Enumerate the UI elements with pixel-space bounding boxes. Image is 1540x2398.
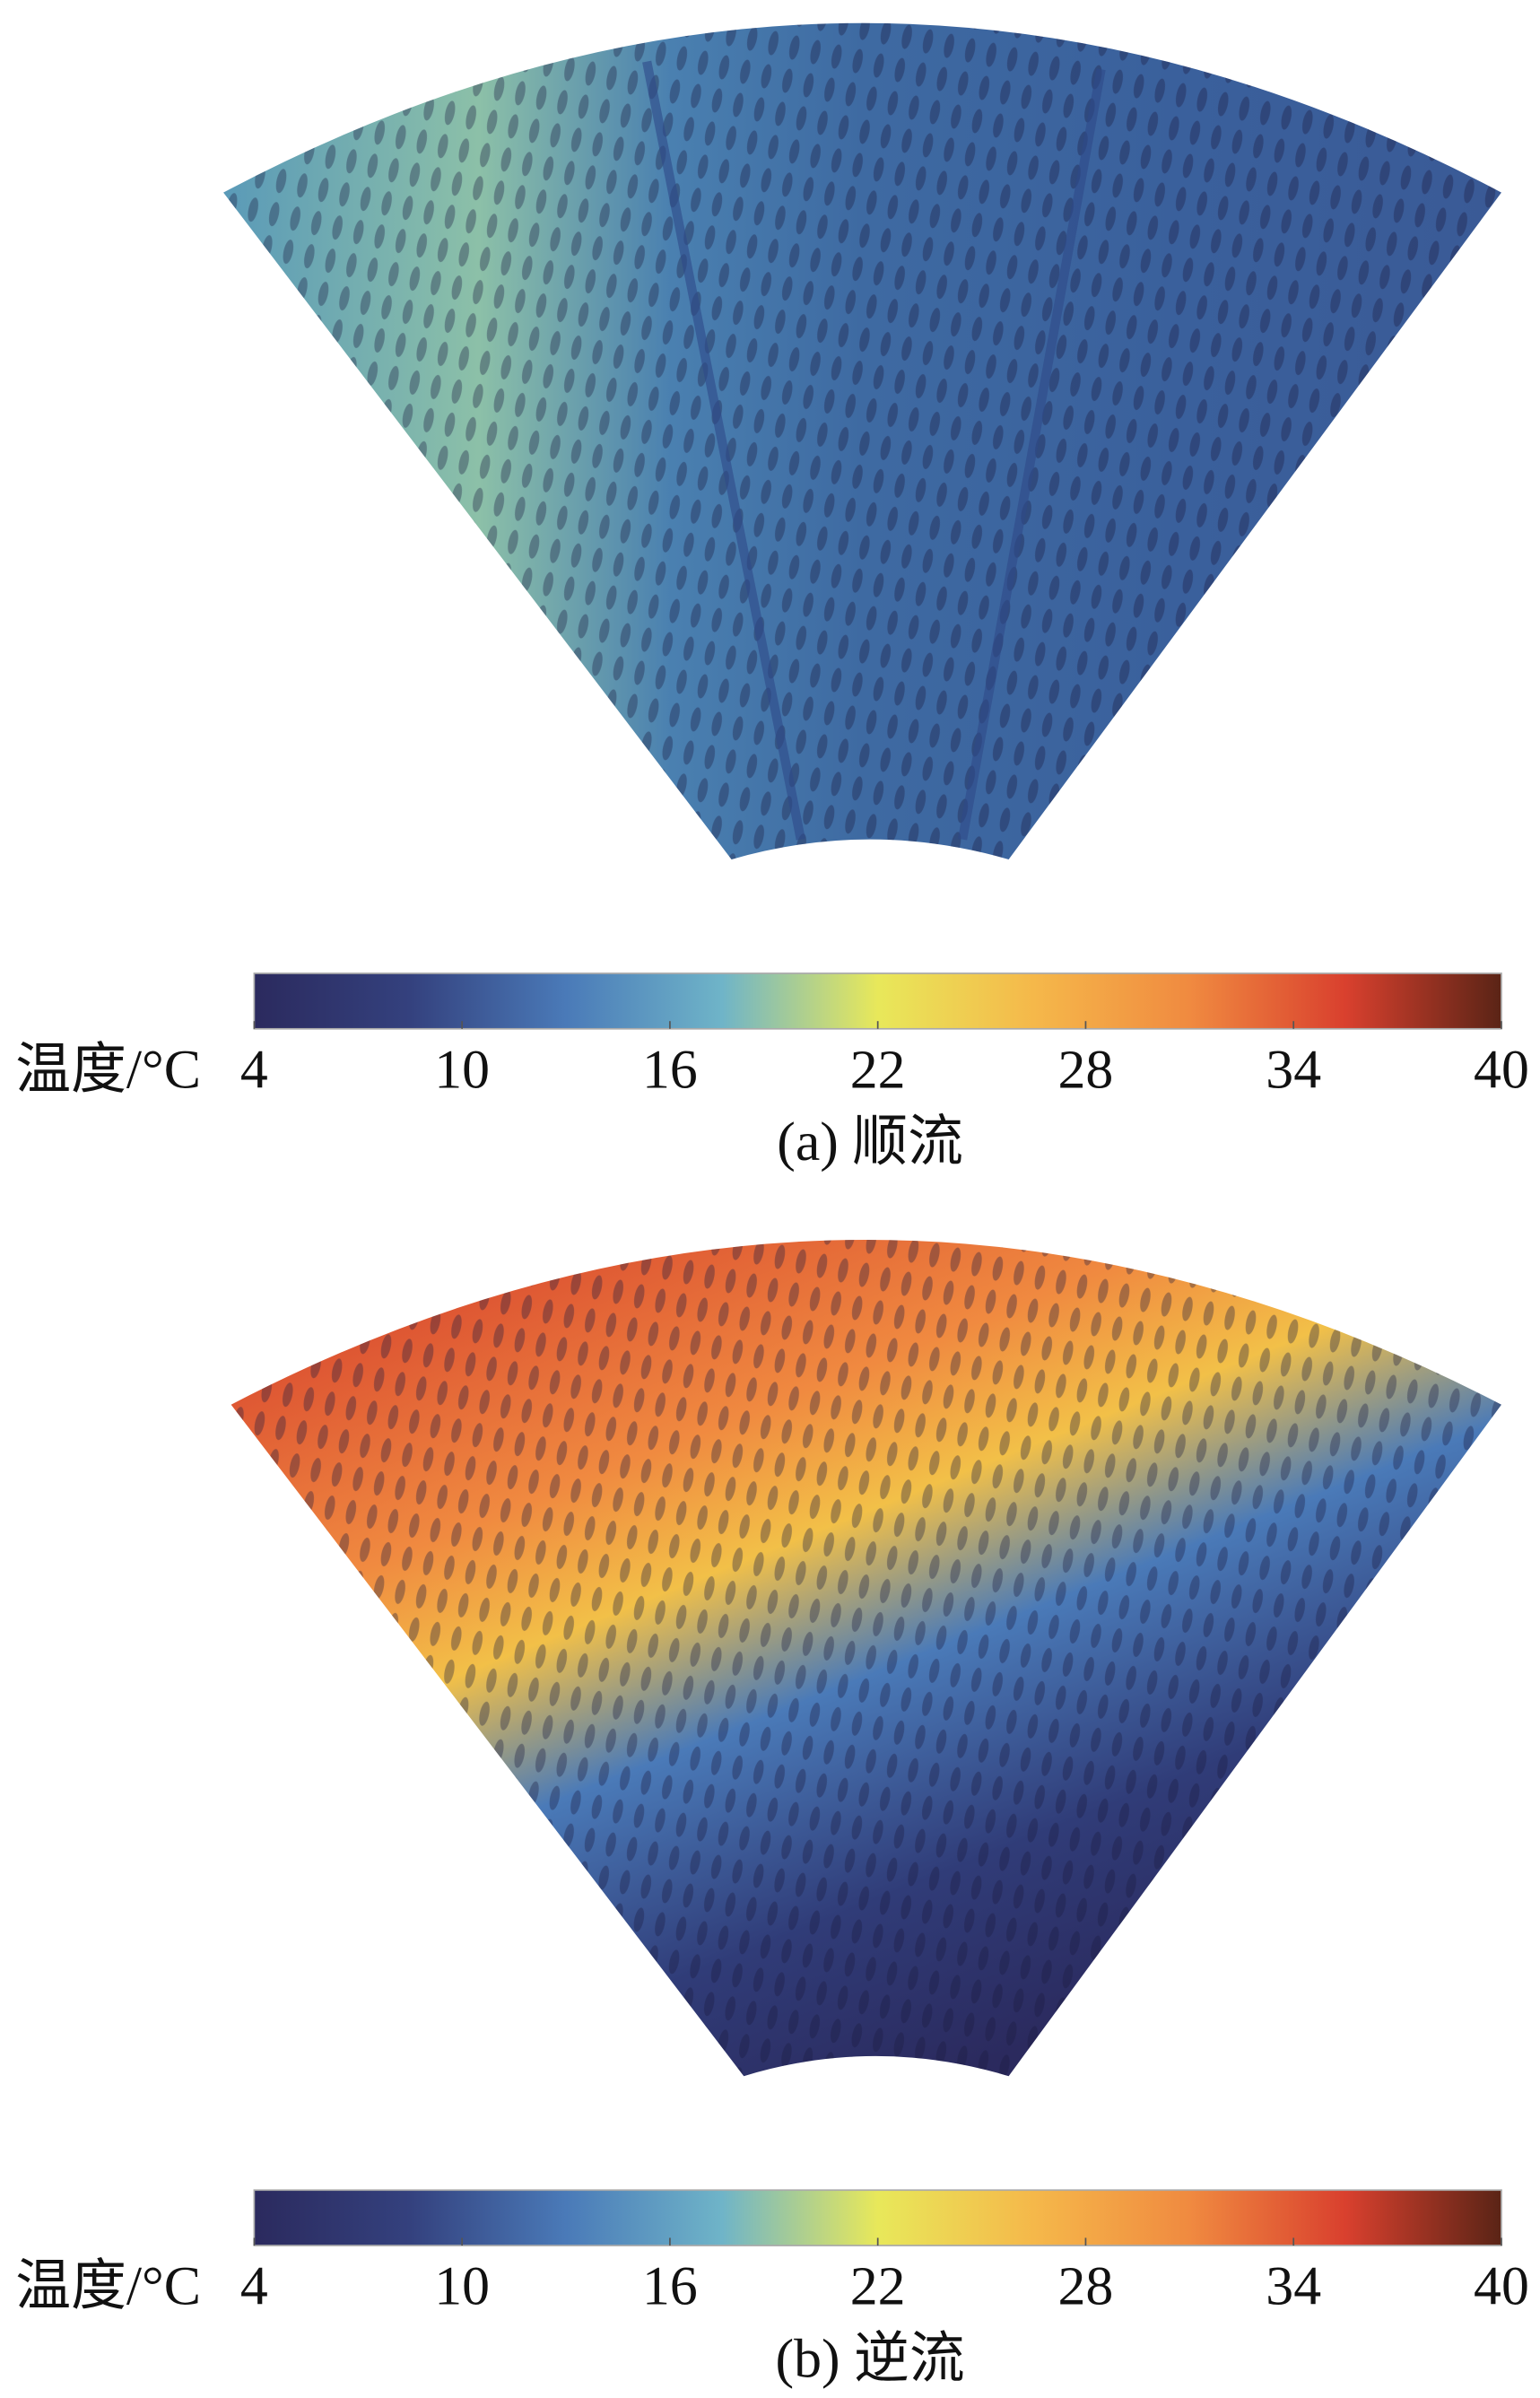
colorbar-tick-label: 40 bbox=[1474, 2256, 1529, 2317]
colorbar-tick-label: 10 bbox=[434, 2256, 490, 2317]
panel-a-field bbox=[223, 22, 1501, 859]
colorbar-tick-label: 16 bbox=[642, 1039, 698, 1100]
colorbar bbox=[253, 2189, 1502, 2246]
colorbar-tick-label: 34 bbox=[1266, 1039, 1321, 1100]
panel-b-field bbox=[231, 1239, 1501, 2077]
panel-caption: (a) 顺流 bbox=[777, 1112, 963, 1173]
colorbar-tick-label: 4 bbox=[240, 1039, 268, 1100]
panel-caption: (b) 逆流 bbox=[776, 2328, 965, 2389]
colorbar-tick-label: 40 bbox=[1474, 1039, 1529, 1100]
colorbar-tick-label: 22 bbox=[850, 1039, 906, 1100]
colorbar-label: 温度/°C bbox=[15, 1039, 201, 1100]
colorbar-tick-label: 28 bbox=[1058, 2256, 1114, 2317]
colorbar bbox=[253, 972, 1502, 1030]
colorbar-tick-label: 34 bbox=[1266, 2256, 1321, 2317]
colorbar-tick-label: 4 bbox=[240, 2256, 268, 2317]
colorbar-tick-label: 22 bbox=[850, 2256, 906, 2317]
colorbar-tick-label: 16 bbox=[642, 2256, 698, 2317]
colorbar-tick-label: 10 bbox=[434, 1039, 490, 1100]
colorbar-tick-label: 28 bbox=[1058, 1039, 1114, 1100]
colorbar-label: 温度/°C bbox=[15, 2256, 201, 2317]
